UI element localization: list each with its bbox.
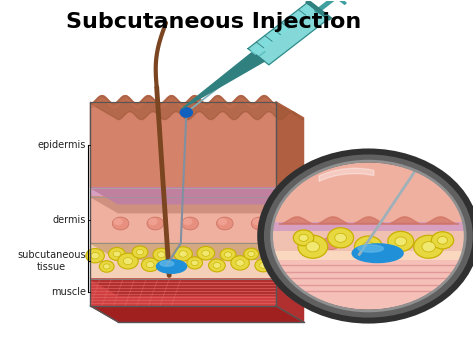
- Circle shape: [323, 237, 340, 250]
- Circle shape: [103, 264, 110, 269]
- Circle shape: [231, 256, 249, 270]
- Circle shape: [147, 217, 164, 230]
- Circle shape: [362, 242, 374, 252]
- Polygon shape: [276, 243, 303, 295]
- Circle shape: [169, 264, 176, 269]
- Circle shape: [298, 235, 328, 258]
- FancyBboxPatch shape: [91, 243, 276, 279]
- Circle shape: [255, 259, 272, 272]
- FancyBboxPatch shape: [91, 188, 276, 197]
- Circle shape: [259, 262, 267, 268]
- Circle shape: [197, 247, 215, 260]
- Circle shape: [202, 250, 210, 256]
- Circle shape: [132, 246, 148, 258]
- Polygon shape: [276, 102, 303, 204]
- Circle shape: [187, 257, 202, 269]
- Circle shape: [293, 230, 314, 246]
- Circle shape: [165, 261, 180, 272]
- Circle shape: [218, 218, 227, 225]
- Circle shape: [109, 248, 125, 260]
- Circle shape: [141, 258, 159, 271]
- Circle shape: [253, 218, 262, 225]
- Circle shape: [328, 228, 354, 248]
- Circle shape: [157, 252, 165, 257]
- Polygon shape: [276, 188, 303, 213]
- Circle shape: [217, 217, 233, 230]
- Circle shape: [422, 242, 435, 252]
- Circle shape: [118, 253, 138, 269]
- Circle shape: [209, 259, 225, 272]
- Polygon shape: [91, 243, 303, 259]
- Circle shape: [251, 217, 268, 230]
- Ellipse shape: [358, 245, 383, 252]
- Circle shape: [244, 248, 259, 260]
- Polygon shape: [91, 96, 276, 188]
- Circle shape: [91, 252, 99, 259]
- Circle shape: [299, 234, 308, 242]
- Text: subcutaneous
tissue: subcutaneous tissue: [17, 250, 86, 272]
- Circle shape: [431, 232, 454, 249]
- Polygon shape: [251, 5, 314, 54]
- Circle shape: [355, 236, 383, 257]
- Circle shape: [146, 262, 154, 268]
- Circle shape: [137, 249, 144, 255]
- Polygon shape: [91, 197, 303, 213]
- FancyBboxPatch shape: [91, 197, 276, 243]
- Circle shape: [335, 233, 346, 242]
- Circle shape: [153, 248, 170, 261]
- Polygon shape: [306, 0, 331, 20]
- Text: epidermis: epidermis: [37, 140, 86, 150]
- Polygon shape: [91, 279, 303, 295]
- Circle shape: [414, 235, 444, 258]
- Circle shape: [179, 251, 187, 257]
- Polygon shape: [91, 306, 303, 322]
- Circle shape: [438, 236, 447, 244]
- Circle shape: [180, 108, 192, 117]
- Circle shape: [248, 251, 255, 257]
- Polygon shape: [326, 0, 346, 4]
- Circle shape: [112, 217, 129, 230]
- Polygon shape: [276, 197, 303, 259]
- Ellipse shape: [160, 261, 174, 266]
- Circle shape: [360, 237, 377, 250]
- Text: muscle: muscle: [51, 287, 86, 297]
- Circle shape: [113, 251, 120, 257]
- Circle shape: [183, 218, 192, 225]
- Circle shape: [397, 237, 414, 250]
- Circle shape: [236, 260, 244, 266]
- Circle shape: [123, 257, 133, 265]
- Circle shape: [148, 218, 158, 225]
- Polygon shape: [276, 279, 303, 322]
- Text: Subcutaneous Injection: Subcutaneous Injection: [65, 12, 361, 32]
- Circle shape: [86, 249, 104, 263]
- Polygon shape: [91, 188, 303, 204]
- Circle shape: [269, 159, 468, 313]
- Circle shape: [174, 247, 192, 261]
- Circle shape: [99, 261, 114, 272]
- Circle shape: [182, 217, 199, 230]
- Circle shape: [225, 252, 232, 257]
- Ellipse shape: [156, 260, 187, 273]
- Circle shape: [191, 260, 198, 266]
- Circle shape: [395, 237, 407, 246]
- FancyBboxPatch shape: [91, 279, 276, 306]
- Circle shape: [114, 218, 123, 225]
- Circle shape: [388, 231, 414, 251]
- Circle shape: [220, 249, 236, 261]
- Ellipse shape: [352, 244, 403, 262]
- Circle shape: [213, 262, 221, 268]
- Polygon shape: [182, 52, 264, 109]
- Text: dermis: dermis: [53, 215, 86, 225]
- Circle shape: [306, 242, 319, 252]
- Polygon shape: [248, 3, 328, 65]
- Polygon shape: [91, 96, 303, 119]
